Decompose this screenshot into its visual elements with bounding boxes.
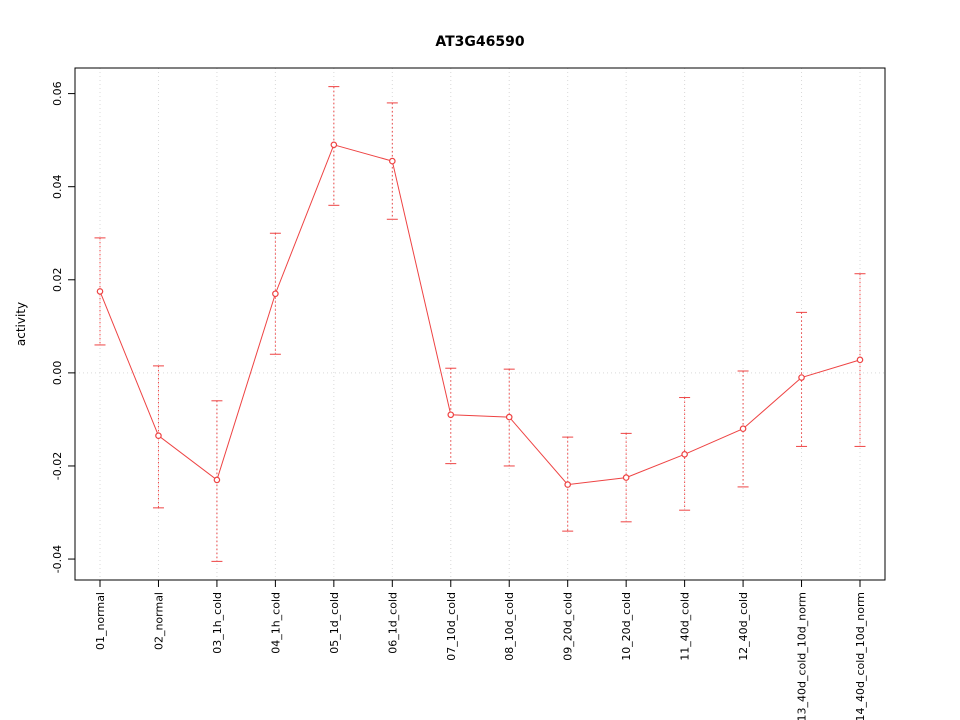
data-point [564,481,571,488]
x-tick-label: 12_40d_cold [737,592,750,661]
x-tick-label: 14_40d_cold_10d_norm [854,592,867,720]
y-tick-label: 0.06 [51,81,64,106]
y-tick-label: -0.04 [51,545,64,573]
x-tick-label: 05_1d_cold [328,592,341,654]
x-tick-label: 03_1h_cold [211,592,224,654]
data-point [272,290,279,298]
x-tick-label: 09_20d_cold [562,592,575,661]
data-point [505,413,513,421]
plot-border [74,67,886,581]
x-tick-label: 07_10d_cold [445,592,458,661]
x-tick-label: 02_normal [152,592,165,650]
series-line [99,144,861,486]
data-point [330,141,338,149]
data-point [389,157,396,165]
data-point [739,425,747,433]
x-tick-label: 06_1d_cold [386,592,399,654]
x-tick-label: 13_40d_cold_10d_norm [796,592,809,720]
x-tick-label: 01_normal [94,592,107,650]
y-axis-label: activity [14,302,28,346]
data-point [798,374,805,381]
axis-layer: -0.04 -0.02 0.00 0.02 0.04 0.06 01_normal 02_no… [51,67,886,720]
y-tick-label: 0.00 [51,361,64,386]
y-tick-label: 0.02 [51,268,64,293]
data-point [155,432,162,440]
data-point [622,474,630,481]
x-tick-label: 04_1h_cold [269,592,282,654]
x-tick-label: 08_10d_cold [503,592,516,661]
data-point [856,356,864,364]
grid-layer [75,68,885,580]
data-point [447,411,455,419]
x-tick-label: 10_20d_cold [620,592,633,661]
chart-title: AT3G46590 [435,34,524,50]
x-tick-label: 11_40d_cold [679,592,692,661]
data-point [681,451,688,458]
data-point [213,476,221,484]
y-tick-label: -0.02 [51,452,64,480]
data-point [96,288,104,295]
series-layer [94,86,866,562]
y-tick-label: 0.04 [51,174,64,199]
